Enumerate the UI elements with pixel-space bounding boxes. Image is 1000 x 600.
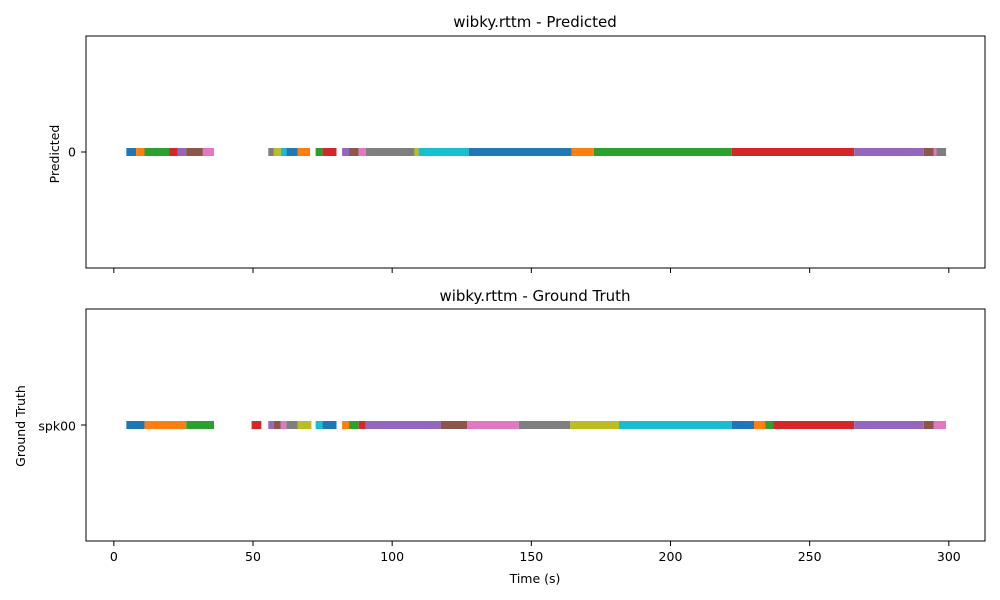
predicted-segment-6 [202,148,215,156]
ground-truth-segment-9 [315,421,323,429]
ground-truth-segment-21 [753,421,766,429]
predicted-segment-26 [933,148,937,156]
predicted-panel: wibky.rttm - Predicted Predicted 0 [47,13,986,273]
predicted-xticks [113,268,950,273]
predicted-segment-5 [186,148,203,156]
ground-truth-segment-15 [440,421,468,429]
predicted-segment-9 [280,148,287,156]
predicted-segment-11 [297,148,311,156]
predicted-segments [126,148,947,156]
predicted-segment-23 [731,148,855,156]
ground-truth-segment-11 [342,421,350,429]
predicted-segment-25 [923,148,934,156]
predicted-segment-19 [418,148,469,156]
x-axis-label: Time (s) [509,571,561,586]
predicted-segment-16 [358,148,366,156]
predicted-ylabel: Predicted [47,125,62,184]
predicted-title: wibky.rttm - Predicted [453,13,617,31]
predicted-segment-21 [571,148,594,156]
ground-truth-title: wibky.rttm - Ground Truth [439,287,630,305]
predicted-segment-24 [854,148,924,156]
ground-truth-segment-0 [126,421,145,429]
predicted-axes-frame [85,35,986,269]
predicted-segment-7 [268,148,274,156]
ground-truth-segment-3 [251,421,262,429]
ground-truth-segment-20 [731,421,754,429]
predicted-row-label: 0 [68,145,76,160]
ground-truth-segment-24 [854,421,924,429]
ground-truth-segment-10 [322,421,337,429]
predicted-segment-2 [144,148,170,156]
predicted-segment-20 [468,148,572,156]
ground-truth-xtick-label: 100 [380,549,404,564]
ground-truth-axes-frame [85,308,986,542]
ground-truth-segment-1 [144,421,187,429]
ground-truth-xtick-label: 200 [659,549,683,564]
predicted-segment-14 [342,148,350,156]
ground-truth-segment-14 [365,421,441,429]
ground-truth-segment-16 [467,421,519,429]
ground-truth-xtick-label: 50 [245,549,261,564]
ground-truth-segment-12 [349,421,359,429]
ground-truth-segment-23 [773,421,855,429]
predicted-segment-15 [349,148,359,156]
ground-truth-xticks: 0 50 100 150 200 250 300 [110,541,961,564]
predicted-segment-27 [936,148,947,156]
ground-truth-xtick-label: 150 [519,549,543,564]
ground-truth-xtick-label: 0 [110,549,118,564]
ground-truth-panel: wibky.rttm - Ground Truth Ground Truth s… [13,287,986,586]
predicted-segment-13 [322,148,337,156]
ground-truth-segment-8 [297,421,312,429]
ground-truth-segment-6 [280,421,287,429]
ground-truth-segment-18 [570,421,619,429]
predicted-segment-1 [136,148,145,156]
predicted-segment-10 [286,148,298,156]
predicted-segment-17 [365,148,415,156]
predicted-segment-22 [593,148,732,156]
ground-truth-ylabel: Ground Truth [13,385,28,467]
ground-truth-segment-19 [618,421,732,429]
predicted-segment-18 [414,148,419,156]
predicted-segment-0 [126,148,137,156]
ground-truth-segments [126,421,947,429]
ground-truth-xtick-label: 250 [798,549,822,564]
ground-truth-segment-22 [765,421,774,429]
predicted-segment-8 [273,148,281,156]
predicted-segment-4 [177,148,187,156]
ground-truth-segment-13 [358,421,366,429]
ground-truth-row-label: spk00 [38,419,76,434]
ground-truth-segment-17 [518,421,571,429]
ground-truth-xtick-label: 300 [937,549,961,564]
ground-truth-segment-25 [923,421,934,429]
predicted-segment-12 [315,148,323,156]
ground-truth-segment-2 [186,421,215,429]
ground-truth-segment-5 [273,421,281,429]
ground-truth-segment-4 [268,421,274,429]
predicted-segment-3 [169,148,178,156]
ground-truth-segment-26 [933,421,947,429]
ground-truth-segment-7 [286,421,298,429]
